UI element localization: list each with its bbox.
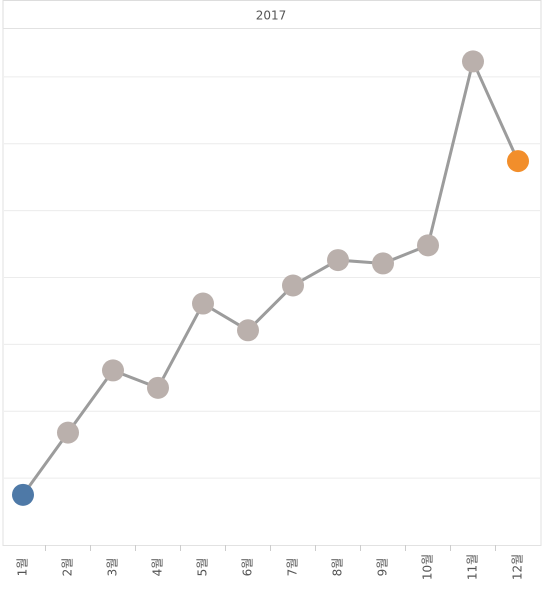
header-band xyxy=(2,0,542,29)
x-tick-label: 12월 xyxy=(511,554,525,580)
line xyxy=(21,56,520,496)
point xyxy=(57,421,79,444)
header: 2017 xyxy=(256,9,287,23)
point xyxy=(462,50,484,73)
x-tick-label: 10월 xyxy=(421,554,435,580)
plot-frame xyxy=(2,28,542,546)
x-tick-label: 1월 xyxy=(16,558,30,577)
point xyxy=(417,234,439,257)
x-tick-label: 2월 xyxy=(61,558,75,577)
x-tick-label: 7월 xyxy=(286,558,300,577)
point xyxy=(192,292,214,315)
x-tick-label: 9월 xyxy=(376,558,390,577)
point xyxy=(372,252,394,275)
x-tick-label: 3월 xyxy=(106,558,120,577)
point xyxy=(147,376,169,399)
point xyxy=(327,249,349,272)
point xyxy=(12,483,34,506)
x-tick-label: 8월 xyxy=(331,558,345,577)
point xyxy=(507,150,529,173)
point xyxy=(237,319,259,342)
x-tick-label: 5월 xyxy=(196,558,210,577)
point xyxy=(282,274,304,297)
x-tick-label: 6월 xyxy=(241,558,255,577)
x-tick-label: 4월 xyxy=(151,558,165,577)
point xyxy=(102,359,124,382)
x-tick-label: 11월 xyxy=(466,554,480,580)
